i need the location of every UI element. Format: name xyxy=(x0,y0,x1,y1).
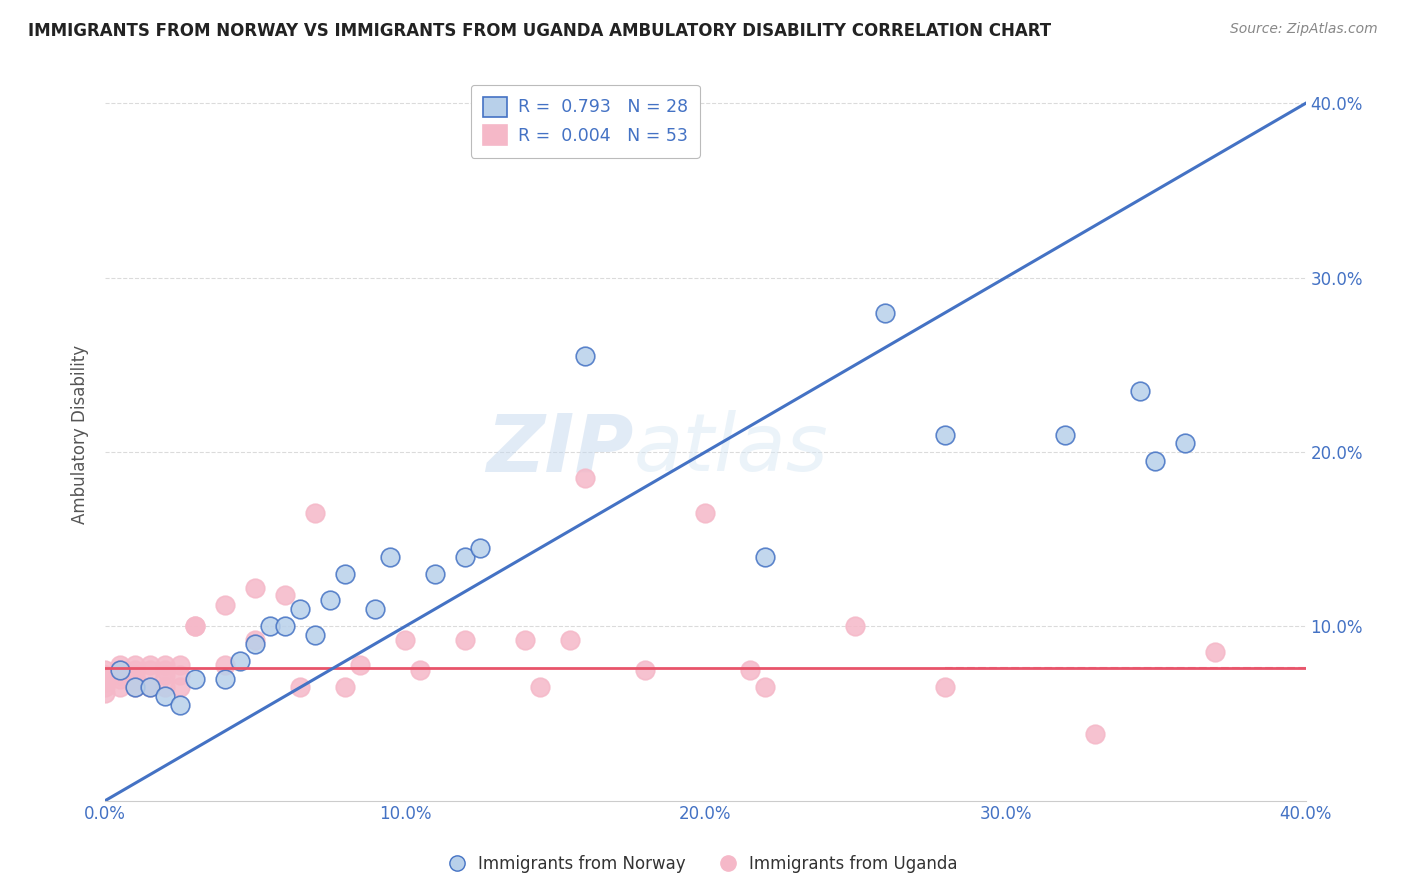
Point xyxy=(934,681,956,695)
Point xyxy=(110,681,132,695)
Point xyxy=(335,567,357,582)
Point xyxy=(364,602,387,616)
Point xyxy=(155,663,177,677)
Point xyxy=(94,663,117,677)
Legend: R =  0.793   N = 28, R =  0.004   N = 53: R = 0.793 N = 28, R = 0.004 N = 53 xyxy=(471,85,700,158)
Point xyxy=(94,675,117,690)
Point xyxy=(394,633,416,648)
Point xyxy=(1144,453,1167,467)
Point xyxy=(259,619,281,633)
Point xyxy=(274,619,297,633)
Point xyxy=(124,672,146,686)
Point xyxy=(139,681,162,695)
Point xyxy=(184,619,207,633)
Point xyxy=(875,305,897,319)
Point xyxy=(529,681,551,695)
Point xyxy=(155,689,177,703)
Point xyxy=(1129,384,1152,398)
Point xyxy=(335,681,357,695)
Point xyxy=(124,681,146,695)
Point xyxy=(740,663,762,677)
Point xyxy=(124,657,146,672)
Legend: Immigrants from Norway, Immigrants from Uganda: Immigrants from Norway, Immigrants from … xyxy=(441,848,965,880)
Point xyxy=(169,698,191,712)
Point xyxy=(94,672,117,686)
Point xyxy=(124,675,146,690)
Point xyxy=(574,349,596,363)
Point xyxy=(245,633,267,648)
Point xyxy=(214,672,236,686)
Point xyxy=(139,657,162,672)
Point xyxy=(560,633,582,648)
Point xyxy=(169,681,191,695)
Point xyxy=(454,549,477,564)
Point xyxy=(155,668,177,682)
Point xyxy=(94,685,117,699)
Text: ZIP: ZIP xyxy=(486,410,633,488)
Point xyxy=(139,681,162,695)
Point xyxy=(409,663,432,677)
Point xyxy=(214,657,236,672)
Text: atlas: atlas xyxy=(633,410,828,488)
Point xyxy=(1054,427,1077,442)
Y-axis label: Ambulatory Disability: Ambulatory Disability xyxy=(72,345,89,524)
Point xyxy=(110,657,132,672)
Point xyxy=(155,681,177,695)
Point xyxy=(304,506,326,520)
Point xyxy=(754,681,776,695)
Point xyxy=(290,681,312,695)
Point xyxy=(574,471,596,485)
Point xyxy=(695,506,717,520)
Point xyxy=(124,668,146,682)
Text: IMMIGRANTS FROM NORWAY VS IMMIGRANTS FROM UGANDA AMBULATORY DISABILITY CORRELATI: IMMIGRANTS FROM NORWAY VS IMMIGRANTS FRO… xyxy=(28,22,1052,40)
Point xyxy=(110,672,132,686)
Point xyxy=(1205,645,1227,659)
Point xyxy=(454,633,477,648)
Point xyxy=(184,672,207,686)
Point xyxy=(274,588,297,602)
Point xyxy=(229,654,252,668)
Point xyxy=(304,628,326,642)
Point xyxy=(124,681,146,695)
Point xyxy=(470,541,492,555)
Text: Source: ZipAtlas.com: Source: ZipAtlas.com xyxy=(1230,22,1378,37)
Point xyxy=(169,657,191,672)
Point xyxy=(245,637,267,651)
Point xyxy=(1084,727,1107,741)
Point xyxy=(245,581,267,595)
Point xyxy=(94,681,117,695)
Point xyxy=(94,668,117,682)
Point xyxy=(110,663,132,677)
Point xyxy=(124,663,146,677)
Point xyxy=(380,549,402,564)
Point xyxy=(844,619,866,633)
Point xyxy=(634,663,657,677)
Point xyxy=(515,633,537,648)
Point xyxy=(214,599,236,613)
Point xyxy=(169,668,191,682)
Point xyxy=(349,657,371,672)
Point xyxy=(139,663,162,677)
Point xyxy=(754,549,776,564)
Point xyxy=(110,663,132,677)
Point xyxy=(110,668,132,682)
Point xyxy=(184,619,207,633)
Point xyxy=(425,567,447,582)
Point xyxy=(934,427,956,442)
Point xyxy=(319,593,342,607)
Point xyxy=(290,602,312,616)
Point xyxy=(1174,436,1197,450)
Point xyxy=(155,657,177,672)
